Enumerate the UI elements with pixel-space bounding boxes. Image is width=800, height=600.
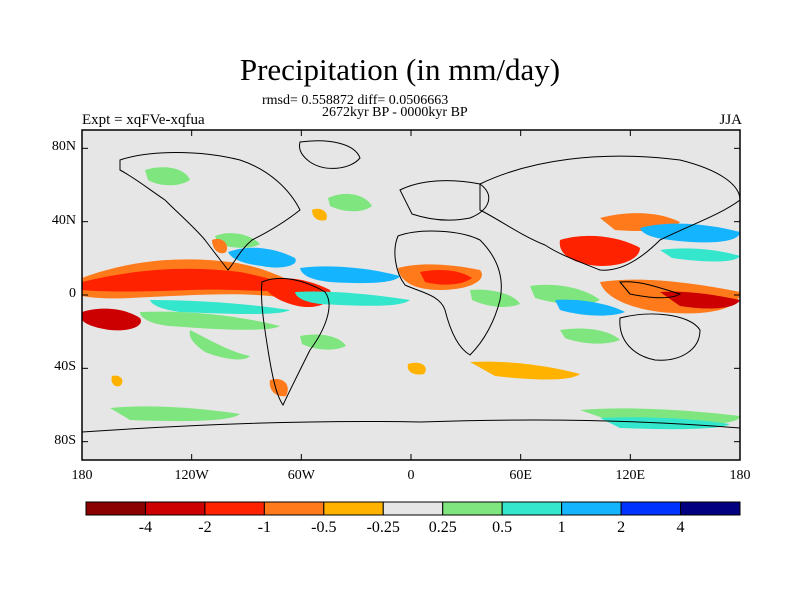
colorbar-swatch xyxy=(680,501,741,516)
colorbar-label: 2 xyxy=(617,519,626,536)
x-tick-label: 60W xyxy=(287,468,315,483)
colorbar-label: -4 xyxy=(138,519,153,536)
colorbar-swatch xyxy=(323,501,384,516)
colorbar-swatch xyxy=(620,501,682,516)
anomaly-warm-pool-red xyxy=(660,291,740,309)
colorbar-swatch xyxy=(442,501,503,516)
anomaly-east-pacific-core xyxy=(82,268,300,292)
anomaly-south-pacific-orange xyxy=(111,375,123,387)
anomaly-pacific-cyan-band xyxy=(150,300,290,314)
colorbar-label: -0.25 xyxy=(366,519,400,536)
x-tick-label: 0 xyxy=(407,468,415,483)
colorbar-label: -0.5 xyxy=(311,519,337,536)
x-tick-label: 60E xyxy=(509,468,532,483)
colorbar-label: 4 xyxy=(676,519,685,536)
anomaly-north-pacific-green xyxy=(145,167,190,186)
anomaly-south-atlantic-orange xyxy=(470,361,580,380)
coastline-africa xyxy=(394,230,502,356)
y-tick-label: 0 xyxy=(69,286,76,301)
y-tick-label: 80N xyxy=(51,139,76,155)
anomaly-south-indian-green xyxy=(560,328,620,344)
anomaly-pacific-green-band xyxy=(140,311,280,330)
precip-anomaly-field xyxy=(82,167,740,430)
anomaly-atlantic-green xyxy=(295,291,410,306)
period-line: 2672kyr BP - 0000kyr BP xyxy=(322,105,468,120)
anomaly-indian-ocean-blue xyxy=(555,299,625,316)
x-tick-label: 120W xyxy=(174,468,209,483)
colorbar-label: 0.5 xyxy=(492,519,513,536)
anomaly-atlantic-blue xyxy=(300,266,400,284)
coastline-antarctica xyxy=(82,419,740,433)
experiment-label: Expt = xqFVe-xqfua xyxy=(82,112,205,128)
colorbar-swatch xyxy=(501,501,563,516)
y-tick-label: 40S xyxy=(54,359,76,375)
anomaly-nw-atlantic-orange xyxy=(312,208,327,221)
coastline-greenland xyxy=(299,140,361,169)
y-tick-label: 80S xyxy=(54,432,76,448)
colorbar-label: 1 xyxy=(557,519,566,536)
colorbar-swatch xyxy=(144,501,206,516)
anomaly-india-red xyxy=(559,235,640,267)
x-tick-label: 180 xyxy=(71,468,93,483)
colorbar-swatch xyxy=(561,501,622,516)
anomaly-sahel-red xyxy=(420,270,472,285)
anomaly-indian-ocean-green xyxy=(530,284,600,305)
anomaly-north-atlantic-green xyxy=(328,193,372,212)
y-tick-label: 40N xyxy=(51,212,76,228)
colorbar-label: -1 xyxy=(257,519,272,536)
anomaly-south-pacific-red xyxy=(82,308,141,331)
season-label: JJA xyxy=(719,112,742,128)
anomaly-gulf-green xyxy=(215,233,260,248)
coastline-maritime-continent xyxy=(619,281,682,299)
x-tick-label: 180 xyxy=(729,468,751,483)
anomaly-caribbean-blue xyxy=(228,247,296,268)
coastline-south-america xyxy=(260,277,330,406)
anomaly-south-pacific-green xyxy=(189,330,250,360)
anomaly-antarctic-green-west xyxy=(110,406,240,422)
anomaly-south-orange-small xyxy=(407,362,426,375)
axis-ticks xyxy=(81,130,741,460)
coastlines xyxy=(82,140,740,433)
x-tick-label: 120E xyxy=(615,468,646,483)
colorbar-swatch xyxy=(204,501,265,516)
colorbar-swatch xyxy=(85,501,146,516)
stats-line: rmsd= 0.558872 diff= 0.0506663 xyxy=(262,93,449,108)
coastline-europe xyxy=(399,180,490,221)
colorbar xyxy=(85,501,741,516)
anomaly-south-atlantic-green xyxy=(300,334,346,350)
anomaly-nw-pacific-cyan xyxy=(660,248,740,262)
colorbar-label: -2 xyxy=(198,519,212,536)
coastline-australia xyxy=(619,313,701,361)
anomaly-africa-green xyxy=(470,289,520,307)
colorbar-swatch xyxy=(263,501,325,516)
anomaly-mexico-orange xyxy=(212,238,228,254)
coastline-asia xyxy=(479,155,740,271)
colorbar-swatch xyxy=(382,501,444,516)
chart-title: Precipitation (in mm/day) xyxy=(239,52,561,87)
colorbar-label: 0.25 xyxy=(428,519,457,536)
coastline-north-america xyxy=(119,152,301,271)
